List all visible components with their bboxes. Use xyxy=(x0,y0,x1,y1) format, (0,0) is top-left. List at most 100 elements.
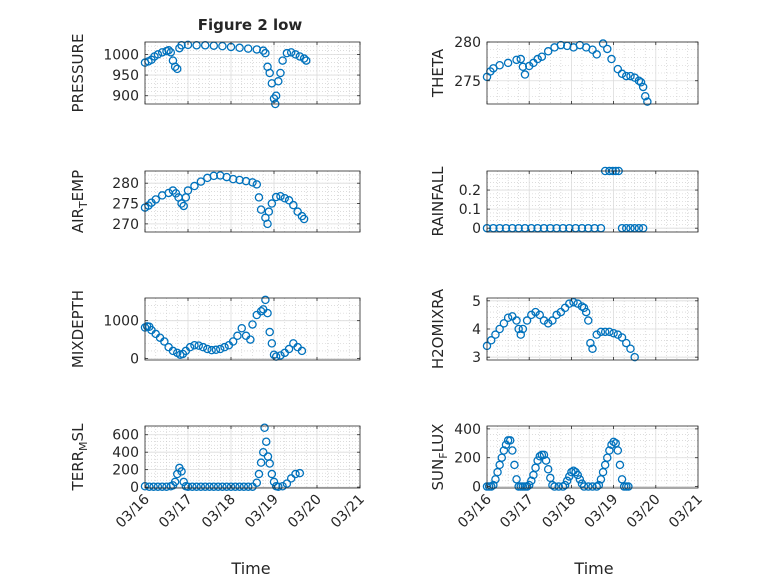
data-point xyxy=(190,341,199,350)
data-point xyxy=(252,478,262,488)
data-point xyxy=(522,316,532,325)
data-point xyxy=(261,48,270,58)
x-tick-label: 03/20 xyxy=(285,492,325,532)
data-point xyxy=(565,299,574,308)
y-axis-label: H2OMIXRA xyxy=(429,288,447,369)
data-point xyxy=(626,344,635,353)
data-point xyxy=(592,482,601,491)
y-axis-label: THETA xyxy=(429,48,447,98)
data-point xyxy=(510,460,519,470)
data-point xyxy=(233,331,242,341)
data-point xyxy=(190,181,199,191)
data-point xyxy=(556,307,566,317)
axes-box xyxy=(144,297,361,361)
data-point xyxy=(228,337,238,346)
data-point xyxy=(560,480,570,490)
data-point xyxy=(153,482,163,491)
data-point xyxy=(609,328,618,338)
y-axis-label: MIXDEPTH xyxy=(69,290,87,368)
data-point xyxy=(151,195,160,204)
data-point xyxy=(592,50,601,59)
data-point xyxy=(489,480,498,490)
data-point xyxy=(276,191,285,201)
data-point xyxy=(254,193,264,202)
data-point xyxy=(282,48,292,58)
data-point xyxy=(624,482,633,491)
data-point xyxy=(596,327,606,337)
data-point xyxy=(558,482,568,491)
y-tick-label: 5 xyxy=(472,294,481,310)
data-point xyxy=(271,192,281,202)
y-tick-label: 275 xyxy=(454,74,481,90)
data-point xyxy=(213,482,223,491)
data-point xyxy=(276,68,285,78)
data-point xyxy=(267,469,277,479)
axes-box xyxy=(486,41,699,105)
data-point xyxy=(262,437,271,446)
data-point xyxy=(243,44,253,53)
data-point xyxy=(512,316,521,325)
y-tick-label: 280 xyxy=(454,35,481,51)
data-point xyxy=(203,344,212,354)
data-point xyxy=(495,460,504,470)
data-point xyxy=(166,48,176,57)
x-tick-label: 03/21 xyxy=(328,492,368,532)
x-tick-label: 03/16 xyxy=(113,491,153,531)
data-point xyxy=(209,41,219,50)
data-point xyxy=(505,436,515,445)
data-point xyxy=(179,201,188,211)
data-point xyxy=(634,76,644,86)
data-point xyxy=(264,207,274,216)
data-point xyxy=(495,324,504,334)
data-point xyxy=(284,344,294,354)
data-point xyxy=(569,466,578,475)
data-point xyxy=(278,56,287,65)
x-tick-label: 03/20 xyxy=(624,492,664,532)
subplot-6: 3 4 5 H2OMIXRA xyxy=(429,288,699,369)
data-point xyxy=(274,482,283,491)
data-point xyxy=(613,330,623,339)
data-point xyxy=(486,336,496,345)
data-point xyxy=(503,313,513,322)
data-point xyxy=(603,44,612,54)
data-point xyxy=(527,476,536,486)
y-tick-label: 280 xyxy=(112,176,139,192)
data-point xyxy=(194,341,203,350)
data-point xyxy=(299,54,309,63)
subplot-1: 900 950 1000 PRESSURE xyxy=(69,34,361,112)
data-point xyxy=(170,62,180,72)
data-point xyxy=(153,50,163,59)
data-point xyxy=(274,77,283,86)
data-point xyxy=(280,193,289,203)
y-axis-label: TERRMSL xyxy=(69,423,90,492)
data-point xyxy=(491,330,500,339)
data-point xyxy=(581,307,591,317)
y-tick-label: 0 xyxy=(472,480,481,496)
data-point xyxy=(256,205,266,214)
data-point xyxy=(537,52,547,61)
data-point xyxy=(584,316,593,325)
data-point xyxy=(183,40,193,50)
data-point xyxy=(248,178,257,187)
data-point xyxy=(252,180,262,189)
x-axis-label-left: Time xyxy=(230,559,270,578)
data-point xyxy=(613,446,623,455)
data-point xyxy=(220,342,229,352)
data-point xyxy=(145,482,154,491)
data-point xyxy=(535,310,545,320)
data-point xyxy=(177,467,186,476)
data-point xyxy=(235,482,244,491)
data-point xyxy=(192,482,201,491)
data-point xyxy=(258,46,268,55)
data-point xyxy=(512,475,521,484)
data-point xyxy=(188,482,197,491)
data-point xyxy=(495,61,504,70)
data-point xyxy=(548,316,557,325)
y-tick-label: 200 xyxy=(112,463,139,479)
axes-box xyxy=(144,41,361,105)
data-point xyxy=(211,345,221,355)
data-point xyxy=(516,330,526,339)
data-point xyxy=(543,465,553,474)
data-point xyxy=(543,319,553,328)
data-point xyxy=(556,40,566,50)
